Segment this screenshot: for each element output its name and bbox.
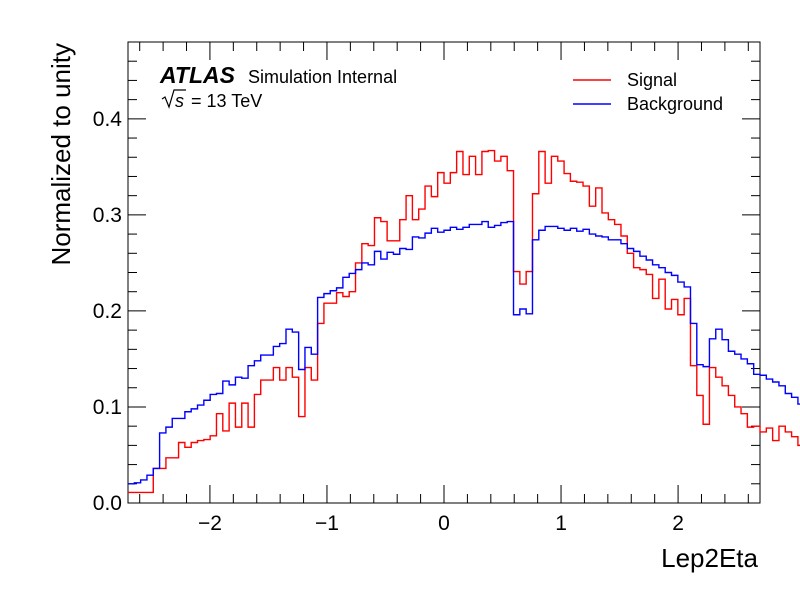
energy-symbol-text: s (175, 91, 184, 111)
legend-label-background: Background (627, 94, 723, 114)
y-tick-label: 0.1 (93, 396, 122, 419)
y-tick-label: 0.0 (93, 492, 122, 515)
y-tick-label: 0.2 (93, 300, 122, 323)
x-tick-label: 2 (672, 512, 684, 535)
x-tick-label: 0 (438, 512, 450, 535)
series-signal-histogram (128, 149, 800, 494)
legend-label-signal: Signal (627, 70, 677, 90)
experiment-label: ATLAS Simulation Internal s = 13 TeV (159, 62, 397, 111)
energy-value-text: = 13 TeV (186, 91, 262, 111)
simulation-status-text: Simulation Internal (248, 67, 397, 87)
y-axis-title: Normalized to unity (46, 43, 76, 266)
series-layer (128, 149, 800, 494)
x-axis-title: Lep2Eta (661, 543, 758, 573)
atlas-logo-text: ATLAS (159, 62, 236, 88)
y-tick-label: 0.4 (93, 108, 123, 131)
x-tick-label: −1 (315, 512, 339, 535)
x-axis-ticks: −2 −1 0 1 2 (139, 42, 749, 535)
x-tick-label: −2 (198, 512, 222, 535)
y-tick-label: 0.3 (93, 204, 122, 227)
series-background-histogram (128, 220, 800, 485)
x-tick-label: 1 (555, 512, 567, 535)
sqrt-symbol-icon (161, 89, 186, 109)
y-axis-ticks: 0.0 0.1 0.2 0.3 0.4 (93, 41, 760, 515)
legend: Signal Background (573, 70, 723, 114)
